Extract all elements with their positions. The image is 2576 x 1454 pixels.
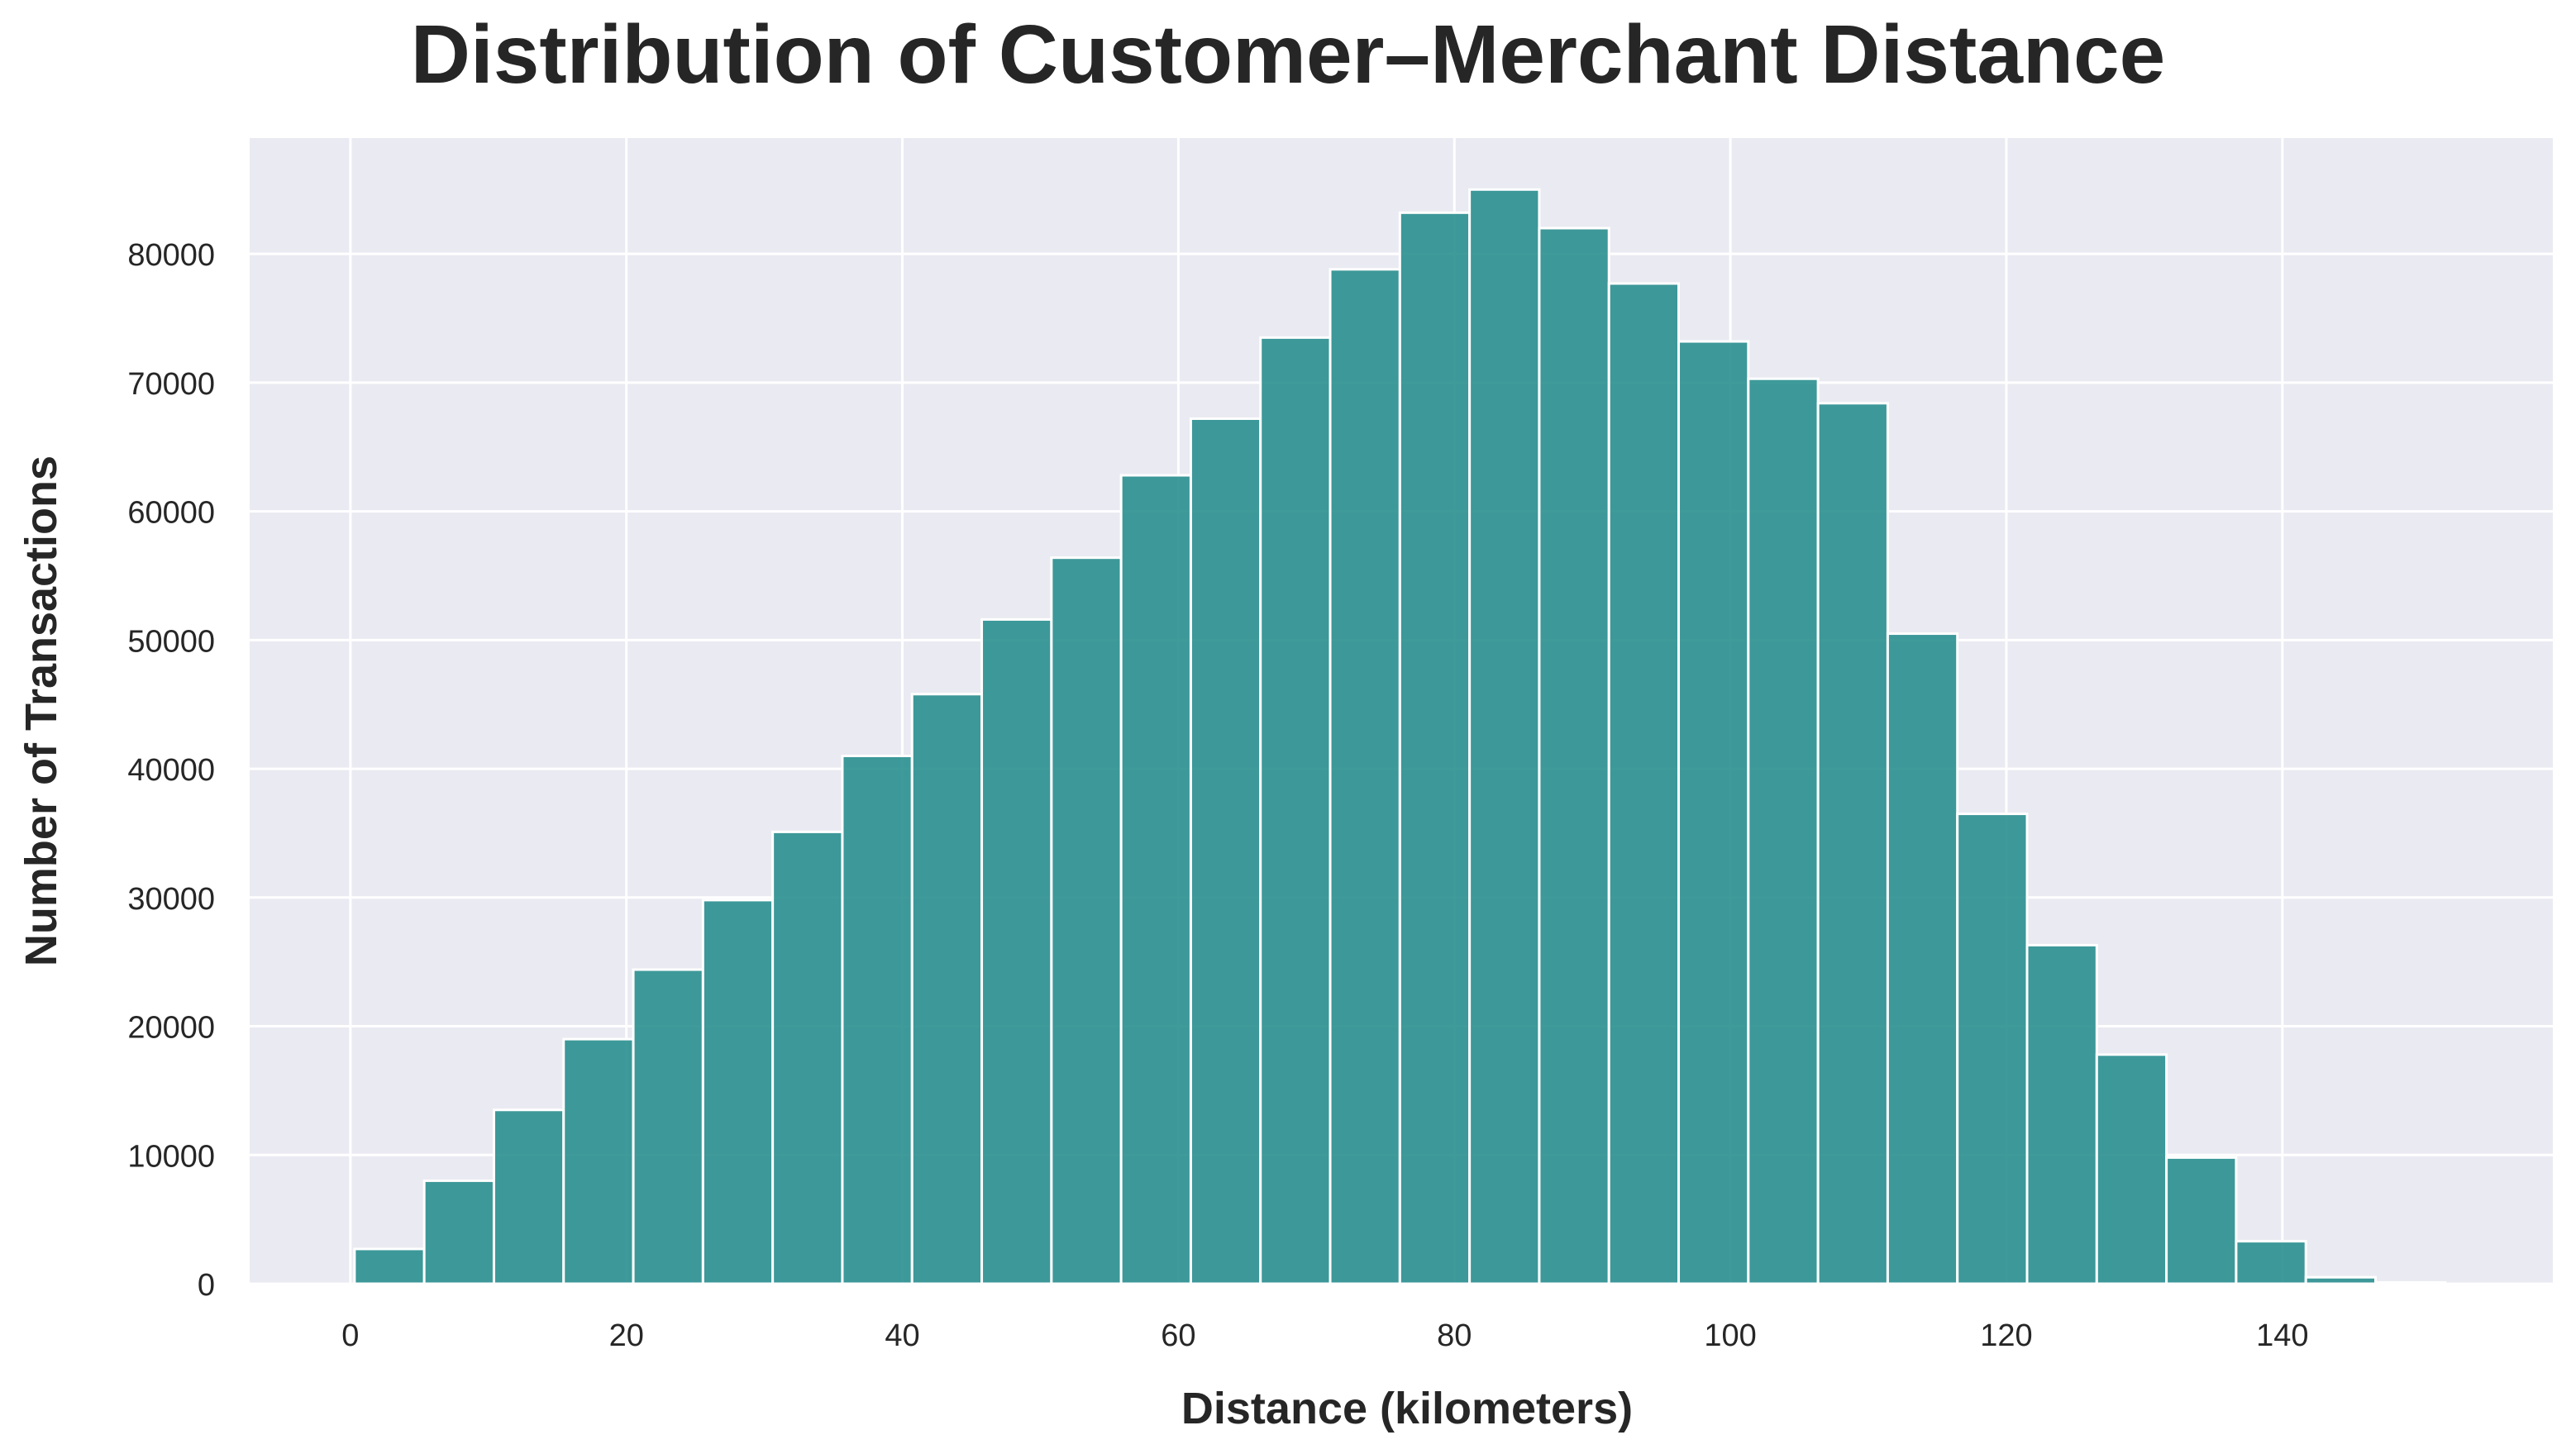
histogram-bar bbox=[771, 830, 844, 1285]
histogram-bar bbox=[1816, 402, 1889, 1285]
bars bbox=[353, 188, 2447, 1285]
histogram-bar bbox=[2025, 943, 2098, 1285]
histogram-bar bbox=[1886, 632, 1959, 1285]
x-tick-label: 80 bbox=[1437, 1318, 1472, 1353]
histogram-bar bbox=[1189, 417, 1262, 1285]
histogram-bar bbox=[2373, 1280, 2447, 1285]
histogram-bar bbox=[632, 968, 704, 1285]
histogram-bar bbox=[910, 693, 984, 1285]
histogram-bar bbox=[1329, 268, 1401, 1285]
x-tick-label: 40 bbox=[885, 1318, 919, 1353]
y-tick-label: 40000 bbox=[127, 753, 215, 788]
x-tick-label: 0 bbox=[341, 1318, 359, 1353]
x-tick-label: 100 bbox=[1704, 1318, 1756, 1353]
histogram-bar bbox=[1747, 377, 1820, 1285]
y-tick-labels: 0 10000 20000 30000 40000 50000 60000 70000 8000… bbox=[127, 238, 215, 1303]
histogram-bar bbox=[422, 1179, 495, 1285]
histogram-bar bbox=[2235, 1240, 2307, 1285]
y-tick-label: 50000 bbox=[127, 624, 215, 659]
histogram-bar bbox=[1050, 556, 1123, 1285]
histogram-bar bbox=[353, 1247, 426, 1285]
histogram-bar bbox=[1468, 188, 1541, 1285]
histogram-bar bbox=[1259, 336, 1332, 1285]
x-tick-label: 140 bbox=[2256, 1318, 2308, 1353]
histogram-bar bbox=[701, 899, 775, 1285]
histogram-bar bbox=[2304, 1275, 2377, 1285]
x-tick-label: 60 bbox=[1161, 1318, 1195, 1353]
histogram-bar bbox=[980, 617, 1053, 1285]
histogram-bar bbox=[1538, 226, 1610, 1285]
y-tick-label: 30000 bbox=[127, 882, 215, 917]
histogram-bar bbox=[2165, 1156, 2238, 1285]
x-axis-label: Distance (kilometers) bbox=[1181, 1384, 1633, 1433]
histogram-bar bbox=[1119, 474, 1192, 1285]
chart-title: Distribution of Customer–Merchant Distan… bbox=[411, 8, 2166, 101]
y-axis-label: Number of Transactions bbox=[17, 455, 66, 966]
y-tick-label: 10000 bbox=[127, 1139, 215, 1174]
y-tick-label: 20000 bbox=[127, 1011, 215, 1046]
histogram-bar bbox=[2095, 1053, 2168, 1285]
y-tick-label: 80000 bbox=[127, 238, 215, 273]
histogram-bar bbox=[1398, 211, 1472, 1285]
x-tick-labels: 0 20 40 60 80 100 120 140 bbox=[341, 1318, 2308, 1353]
y-tick-label: 70000 bbox=[127, 367, 215, 402]
histogram-bar bbox=[1607, 282, 1681, 1285]
histogram-bar bbox=[562, 1037, 635, 1285]
histogram-bar bbox=[492, 1108, 565, 1285]
y-tick-label: 60000 bbox=[127, 496, 215, 531]
y-tick-label: 0 bbox=[198, 1268, 215, 1303]
histogram-bar bbox=[1956, 813, 2029, 1285]
histogram-bar bbox=[841, 755, 914, 1285]
x-tick-label: 120 bbox=[1980, 1318, 2032, 1353]
x-tick-label: 20 bbox=[609, 1318, 644, 1353]
histogram-bar bbox=[1677, 340, 1750, 1285]
